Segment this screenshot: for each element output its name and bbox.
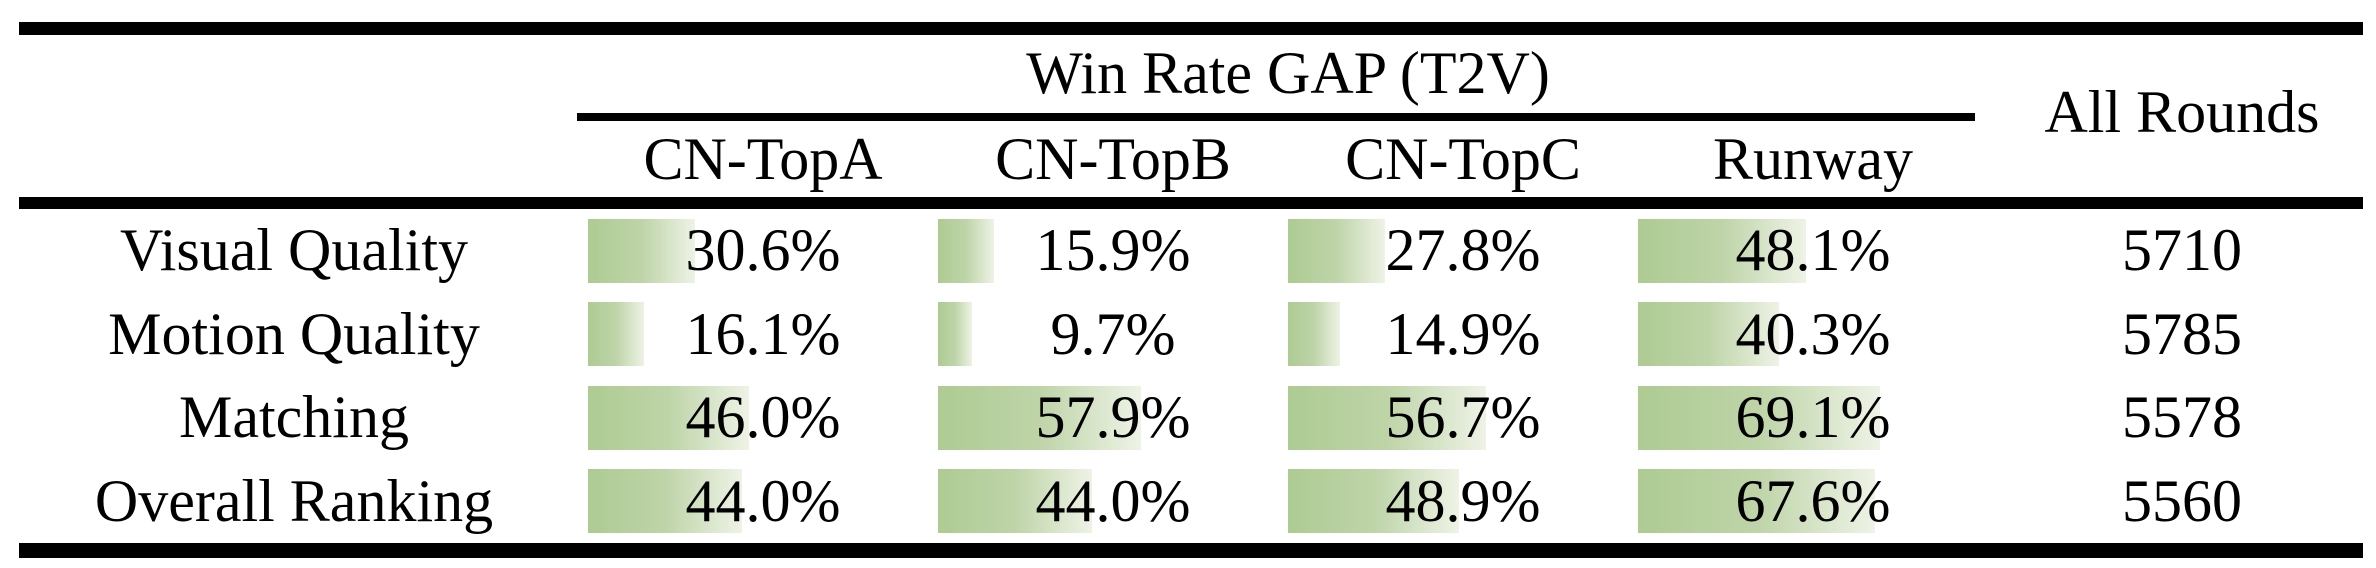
data-bar	[938, 469, 1092, 534]
winrate-cell: 48.9%	[1288, 460, 1638, 544]
data-bar	[1288, 385, 1487, 450]
row-label-visual-quality: Visual Quality	[119, 217, 469, 284]
winrate-cell: 57.9%	[938, 376, 1288, 460]
winrate-cell: 14.9%	[1288, 293, 1638, 377]
winrate-value: 15.9%	[1035, 217, 1191, 284]
data-bar	[1288, 302, 1341, 367]
winrate-value: 40.3%	[1735, 300, 1891, 367]
winrate-value: 56.7%	[1385, 384, 1541, 451]
data-bar	[1638, 302, 1780, 367]
data-bar	[1638, 469, 1875, 534]
data-bar	[938, 302, 972, 367]
column-header-cn-topb: CN-TopB	[995, 125, 1231, 192]
winrate-value: 9.7%	[1050, 300, 1176, 367]
winrate-value: 44.0%	[685, 467, 841, 534]
winrate-cell: 67.6%	[1638, 460, 1988, 544]
table-row-motion-quality: Motion Quality 16.1% 9.7% 14.9% 40.3% 57…	[0, 293, 2376, 377]
all-rounds-value: 5560	[2122, 467, 2242, 534]
winrate-value: 69.1%	[1735, 384, 1891, 451]
winrate-cell: 44.0%	[588, 460, 938, 544]
winrate-value: 48.1%	[1735, 217, 1891, 284]
winrate-value: 67.6%	[1735, 467, 1891, 534]
winrate-value: 57.9%	[1035, 384, 1191, 451]
table-title: Win Rate GAP (T2V)	[1026, 39, 1550, 106]
winrate-cell: 15.9%	[938, 209, 1288, 293]
winrate-value: 44.0%	[1035, 467, 1191, 534]
winrate-cell: 69.1%	[1638, 376, 1988, 460]
winrate-value: 30.6%	[685, 217, 841, 284]
winrate-cell: 30.6%	[588, 209, 938, 293]
row-label-overall-ranking: Overall Ranking	[94, 467, 494, 534]
winrate-cell: 27.8%	[1288, 209, 1638, 293]
data-bar	[588, 469, 742, 534]
winrate-value: 14.9%	[1385, 300, 1541, 367]
winrate-value: 48.9%	[1385, 467, 1541, 534]
data-bar	[938, 218, 994, 283]
winrate-value: 16.1%	[685, 300, 841, 367]
data-bar	[1288, 469, 1460, 534]
winrate-cell: 56.7%	[1288, 376, 1638, 460]
winrate-cell: 44.0%	[938, 460, 1288, 544]
winrate-value: 27.8%	[1385, 217, 1541, 284]
data-bar	[1288, 218, 1386, 283]
column-header-cn-topc: CN-TopC	[1345, 125, 1581, 192]
table-row-visual-quality: Visual Quality 30.6% 15.9% 27.8% 48.1% 5…	[0, 209, 2376, 293]
winrate-cell: 9.7%	[938, 293, 1288, 377]
row-label-matching: Matching	[179, 384, 409, 451]
data-bar	[588, 385, 749, 450]
winrate-value: 46.0%	[685, 384, 841, 451]
column-header-cn-topa: CN-TopA	[643, 125, 883, 192]
data-bar	[1638, 218, 1807, 283]
data-bar	[588, 302, 645, 367]
winrate-cell: 48.1%	[1638, 209, 1988, 293]
data-bar	[1638, 385, 1880, 450]
all-rounds-header: All Rounds	[2044, 78, 2320, 145]
winrate-cell: 40.3%	[1638, 293, 1988, 377]
table-row-matching: Matching 46.0% 57.9% 56.7% 69.1% 5578	[0, 376, 2376, 460]
data-bar	[938, 385, 1141, 450]
row-label-motion-quality: Motion Quality	[108, 300, 480, 367]
column-header-runway: Runway	[1713, 125, 1913, 192]
table-body: Visual Quality 30.6% 15.9% 27.8% 48.1% 5…	[0, 209, 2376, 543]
bottom-rule	[19, 543, 2363, 558]
all-rounds-value: 5578	[2122, 384, 2242, 451]
table-row-overall-ranking: Overall Ranking 44.0% 44.0% 48.9% 67.6% …	[0, 460, 2376, 544]
all-rounds-value: 5785	[2122, 300, 2242, 367]
top-rule	[19, 22, 2363, 35]
header-group-rule	[577, 113, 1975, 121]
header-bottom-rule	[19, 197, 2363, 209]
winrate-cell: 46.0%	[588, 376, 938, 460]
all-rounds-value: 5710	[2122, 217, 2242, 284]
winrate-cell: 16.1%	[588, 293, 938, 377]
data-bar	[588, 218, 696, 283]
